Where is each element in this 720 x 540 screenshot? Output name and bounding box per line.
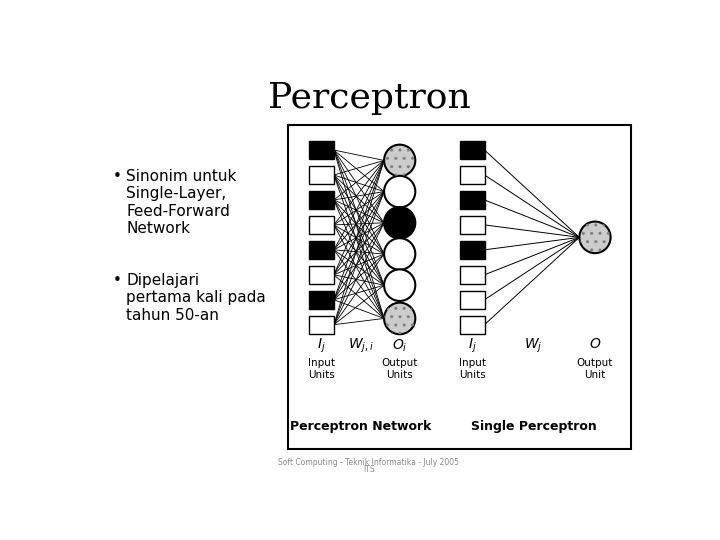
Text: Input
Units: Input Units <box>459 358 486 380</box>
Bar <box>310 241 334 259</box>
Bar <box>460 315 485 334</box>
Ellipse shape <box>384 145 415 176</box>
Text: Output
Unit: Output Unit <box>577 358 613 380</box>
Text: Soft Computing - Teknik Informatika - July 2005: Soft Computing - Teknik Informatika - Ju… <box>279 458 459 467</box>
Text: ITS: ITS <box>363 465 375 474</box>
Bar <box>460 166 485 184</box>
Bar <box>310 141 334 159</box>
Text: $I_j$: $I_j$ <box>468 337 477 355</box>
Bar <box>460 141 485 159</box>
Bar <box>460 191 485 209</box>
Ellipse shape <box>384 302 415 334</box>
Text: Input
Units: Input Units <box>308 358 335 380</box>
Text: $O$: $O$ <box>589 337 601 351</box>
Text: $I_j$: $I_j$ <box>318 337 326 355</box>
Text: •: • <box>112 168 121 184</box>
Ellipse shape <box>384 207 415 239</box>
Bar <box>310 315 334 334</box>
Text: Single Perceptron: Single Perceptron <box>471 420 596 433</box>
Text: Dipelajari
pertama kali pada
tahun 50-an: Dipelajari pertama kali pada tahun 50-an <box>126 273 266 322</box>
Text: Perceptron: Perceptron <box>268 82 470 116</box>
Text: Perceptron Network: Perceptron Network <box>290 420 431 433</box>
Text: •: • <box>112 273 121 288</box>
Bar <box>310 291 334 309</box>
Text: $W_j$: $W_j$ <box>524 337 543 355</box>
Bar <box>460 241 485 259</box>
Bar <box>460 266 485 284</box>
Ellipse shape <box>580 221 611 253</box>
Text: Sinonim untuk
Single-Layer,
Feed-Forward
Network: Sinonim untuk Single-Layer, Feed-Forward… <box>126 168 237 236</box>
Ellipse shape <box>384 238 415 270</box>
Ellipse shape <box>384 176 415 207</box>
Bar <box>310 191 334 209</box>
Text: Output
Units: Output Units <box>382 358 418 380</box>
Ellipse shape <box>384 269 415 301</box>
Bar <box>460 291 485 309</box>
Bar <box>310 266 334 284</box>
Text: $O_i$: $O_i$ <box>392 337 408 354</box>
Bar <box>310 216 334 234</box>
Bar <box>310 166 334 184</box>
Text: $W_{j,i}$: $W_{j,i}$ <box>348 337 374 355</box>
Bar <box>288 125 631 449</box>
Bar <box>460 216 485 234</box>
